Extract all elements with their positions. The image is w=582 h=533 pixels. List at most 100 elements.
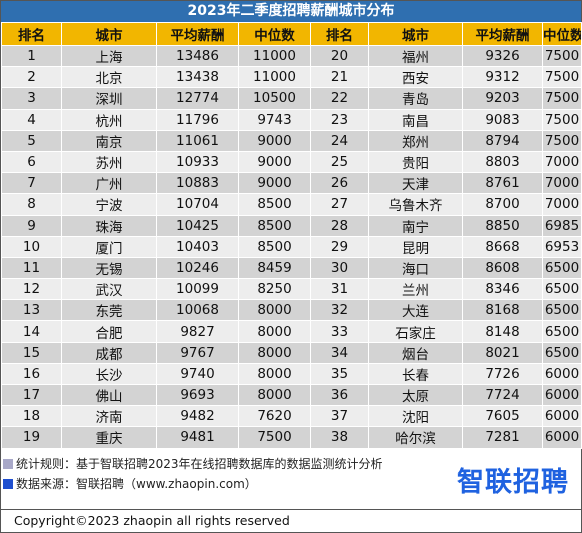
city-cell: 武汉 [61,278,157,301]
average-salary-cell: 10246 [156,256,239,280]
rank-cell: 17 [1,383,62,407]
city-cell: 珠海 [61,214,157,237]
median-cell: 6500 [542,341,582,364]
median-cell: 6500 [542,299,582,322]
median-cell: 8000 [238,362,311,386]
median-cell: 6500 [542,278,582,301]
average-salary-cell: 7605 [462,405,543,428]
table-row: 9 珠海 10425 8500 28 南宁 8850 6985 [1,214,582,237]
median-cell: 6000 [542,426,582,449]
median-cell: 11000 [238,44,311,68]
average-salary-cell: 9740 [156,362,239,386]
median-cell: 6500 [542,256,582,280]
median-cell: 8500 [238,214,311,237]
city-cell: 佛山 [61,383,157,407]
average-salary-cell: 11796 [156,108,239,131]
city-cell: 太原 [368,383,463,407]
average-salary-cell: 8761 [462,172,543,195]
average-salary-cell: 9326 [462,44,543,68]
city-cell: 南京 [61,129,157,152]
notes-section: 统计规则：基于智联招聘2023年在线招聘数据库的数据监测统计分析 数据来源：智联… [1,454,581,517]
city-cell: 成都 [61,341,157,364]
city-cell: 长春 [368,362,463,386]
city-cell: 重庆 [61,426,157,449]
rank-cell: 25 [310,150,369,174]
median-cell: 8000 [238,320,311,343]
city-cell: 南昌 [368,108,463,131]
rank-cell: 31 [310,278,369,301]
city-cell: 沈阳 [368,405,463,428]
city-cell: 苏州 [61,150,157,174]
average-salary-cell: 8794 [462,129,543,152]
rank-cell: 29 [310,235,369,258]
average-salary-cell: 7726 [462,362,543,386]
rank-cell: 18 [1,405,62,428]
average-salary-cell: 8803 [462,150,543,174]
city-cell: 青岛 [368,87,463,110]
average-salary-cell: 8850 [462,214,543,237]
note-text: 统计规则：基于智联招聘2023年在线招聘数据库的数据监测统计分析 [16,457,383,472]
median-cell: 9743 [238,108,311,131]
table-row: 15 成都 9767 8000 34 烟台 8021 6500 [1,341,582,364]
table-row: 2 北京 13438 11000 21 西安 9312 7500 [1,66,582,89]
city-cell: 宁波 [61,193,157,216]
note-text: 数据来源：智联招聘（www.zhaopin.com） [16,477,257,492]
table-header-row: 排名 城市 平均薪酬 中位数 排名 城市 平均薪酬 中位数 [1,22,582,46]
average-salary-cell: 10883 [156,172,239,195]
table-row: 4 杭州 11796 9743 23 南昌 9083 7500 [1,108,582,131]
average-salary-cell: 10099 [156,278,239,301]
rank-cell: 11 [1,256,62,280]
average-salary-cell: 8668 [462,235,543,258]
average-salary-cell: 9312 [462,66,543,89]
city-cell: 厦门 [61,235,157,258]
median-cell: 9000 [238,129,311,152]
rank-cell: 6 [1,150,62,174]
average-salary-cell: 13486 [156,44,239,68]
city-cell: 杭州 [61,108,157,131]
copyright-text: Copyright©2023 zhaopin all rights reserv… [1,509,581,532]
median-cell: 9000 [238,150,311,174]
average-salary-cell: 8168 [462,299,543,322]
table-row: 12 武汉 10099 8250 31 兰州 8346 6500 [1,278,582,301]
table-body: 1 上海 13486 11000 20 福州 9326 7500 2 北京 13438 11000 21… [1,44,582,449]
median-cell: 8250 [238,278,311,301]
median-cell: 6953 [542,235,582,258]
average-salary-cell: 10704 [156,193,239,216]
average-salary-cell: 13438 [156,66,239,89]
average-salary-cell: 11061 [156,129,239,152]
city-cell: 西安 [368,66,463,89]
rank-cell: 2 [1,66,62,89]
median-cell: 9000 [238,172,311,195]
average-salary-cell: 8346 [462,278,543,301]
rank-cell: 35 [310,362,369,386]
rank-cell: 27 [310,193,369,216]
city-cell: 哈尔滨 [368,426,463,449]
median-cell: 7500 [542,108,582,131]
median-cell: 6000 [542,362,582,386]
rank-cell: 13 [1,299,62,322]
page-title: 2023年二季度招聘薪酬城市分布 [1,1,581,22]
city-cell: 大连 [368,299,463,322]
average-salary-cell: 9481 [156,426,239,449]
median-cell: 7000 [542,193,582,216]
rank-cell: 24 [310,129,369,152]
city-cell: 北京 [61,66,157,89]
rank-cell: 26 [310,172,369,195]
median-cell: 7500 [238,426,311,449]
rank-cell: 28 [310,214,369,237]
rank-cell: 10 [1,235,62,258]
rank-cell: 30 [310,256,369,280]
average-salary-cell: 8021 [462,341,543,364]
note-data-source: 数据来源：智联招聘（www.zhaopin.com） [1,474,581,494]
median-cell: 7620 [238,405,311,428]
median-cell: 7500 [542,66,582,89]
city-cell: 郑州 [368,129,463,152]
rank-cell: 4 [1,108,62,131]
median-cell: 7500 [542,44,582,68]
city-cell: 兰州 [368,278,463,301]
city-cell: 合肥 [61,320,157,343]
city-cell: 贵阳 [368,150,463,174]
average-salary-cell: 8608 [462,256,543,280]
average-salary-cell: 9693 [156,383,239,407]
rank-cell: 5 [1,129,62,152]
